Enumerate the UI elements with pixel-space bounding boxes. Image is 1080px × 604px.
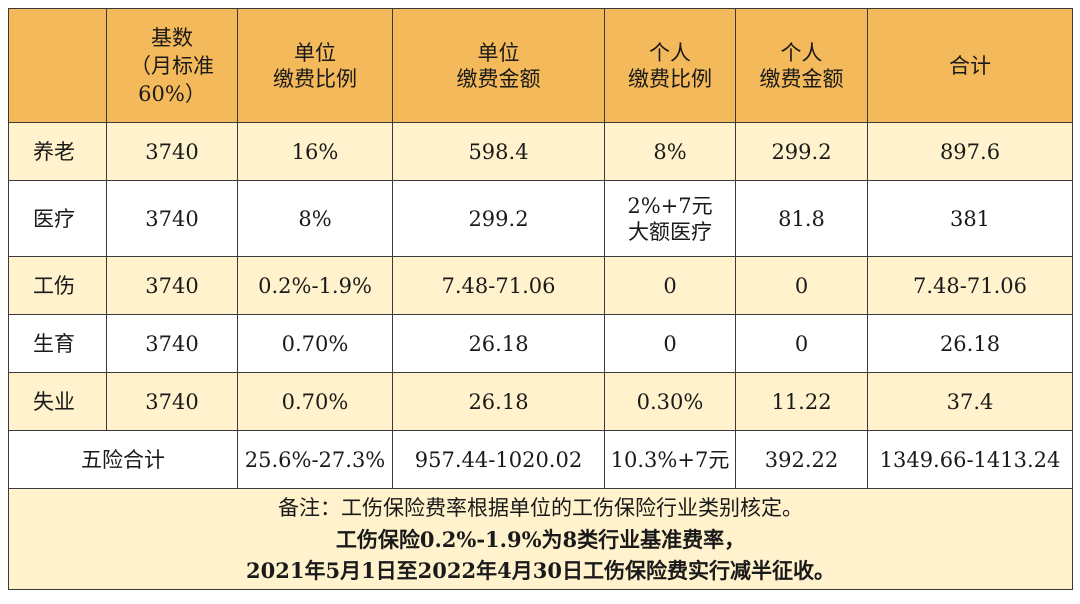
cell-personal-amount: 81.8 (735, 180, 868, 257)
column-header-line: 单位 (477, 40, 520, 65)
cell-line: 0 (663, 273, 677, 298)
column-header-line: 缴费比例 (628, 66, 712, 91)
cell-unit-rate: 0.2%-1.9% (237, 256, 393, 315)
cell-type: 医疗 (8, 180, 107, 257)
cell-line: 0.30% (636, 389, 704, 414)
cell-personal-rate: 2%+7元 大额医疗 (604, 180, 736, 257)
cell-base: 3740 (106, 256, 238, 315)
cell-personal-amount: 11.22 (735, 372, 868, 431)
column-header-line: （月标准 (130, 53, 214, 78)
cell-total: 37.4 (867, 372, 1073, 431)
table-row: 养老 3740 16% 598.4 8% 299.2 897.6 (8, 122, 1073, 181)
insurance-contribution-table: 基数 （月标准 60%） 单位 缴费比例 单位 缴费金额 个人 缴费比例 个人 缴费金额 合计 养老 3… (8, 8, 1073, 590)
cell-unit-rate: 16% (237, 122, 393, 181)
cell-personal-amount: 0 (735, 314, 868, 373)
cell-unit-amount: 299.2 (392, 180, 605, 257)
summary-personal-amount: 392.22 (735, 430, 868, 489)
cell-personal-amount: 299.2 (735, 122, 868, 181)
summary-personal-rate: 10.3%+7元 (604, 430, 736, 489)
cell-line: 0 (663, 331, 677, 356)
column-header-line: 60%） (138, 81, 206, 106)
summary-row: 五险合计 25.6%-27.3% 957.44-1020.02 10.3%+7元 392… (8, 430, 1073, 489)
cell-type: 养老 (8, 122, 107, 181)
cell-personal-rate: 0 (604, 314, 736, 373)
summary-unit-amount: 957.44-1020.02 (392, 430, 605, 489)
header-row: 基数 （月标准 60%） 单位 缴费比例 单位 缴费金额 个人 缴费比例 个人 缴费金额 合计 (8, 8, 1073, 123)
cell-unit-amount: 598.4 (392, 122, 605, 181)
note-row: 备注：工伤保险费率根据单位的工伤保险行业类别核定。 工伤保险0.2%-1.9%为… (8, 488, 1073, 590)
cell-type: 失业 (8, 372, 107, 431)
cell-personal-rate: 8% (604, 122, 736, 181)
cell-unit-amount: 26.18 (392, 372, 605, 431)
column-header-line: 缴费金额 (759, 66, 844, 91)
column-header-line: 个人 (649, 40, 691, 65)
cell-base: 3740 (106, 314, 238, 373)
column-header-line: 基数 (151, 25, 193, 50)
column-header-4: 个人 缴费比例 (604, 8, 736, 123)
cell-unit-amount: 26.18 (392, 314, 605, 373)
cell-unit-rate: 0.70% (237, 372, 393, 431)
table-row: 医疗 3740 8% 299.2 2%+7元 大额医疗 81.8 381 (8, 180, 1073, 257)
column-header-line: 缴费金额 (456, 66, 541, 91)
cell-base: 3740 (106, 180, 238, 257)
note-line-2: 工伤保险0.2%-1.9%为8类行业基准费率， (335, 526, 746, 552)
column-header-line: 个人 (780, 40, 823, 65)
summary-total: 1349.66-1413.24 (867, 430, 1073, 489)
insurance-table-container: 基数 （月标准 60%） 单位 缴费比例 单位 缴费金额 个人 缴费比例 个人 缴费金额 合计 养老 3… (8, 8, 1073, 590)
cell-personal-amount: 0 (735, 256, 868, 315)
cell-type: 工伤 (8, 256, 107, 315)
cell-total: 26.18 (867, 314, 1073, 373)
table-row: 工伤 3740 0.2%-1.9% 7.48-71.06 0 0 7.48-71.06 (8, 256, 1073, 315)
table-row: 失业 3740 0.70% 26.18 0.30% 11.22 37.4 (8, 372, 1073, 431)
table-header: 基数 （月标准 60%） 单位 缴费比例 单位 缴费金额 个人 缴费比例 个人 缴费金额 合计 (8, 8, 1073, 123)
column-header-5: 个人 缴费金额 (735, 8, 868, 123)
note-line-1: 备注：工伤保险费率根据单位的工伤保险行业类别核定。 (278, 495, 803, 520)
summary-label: 五险合计 (8, 430, 238, 489)
column-header-3: 单位 缴费金额 (392, 8, 605, 123)
cell-base: 3740 (106, 122, 238, 181)
column-header-line: 单位 (294, 40, 336, 65)
column-header-line: 缴费比例 (273, 66, 357, 91)
cell-personal-rate: 0.30% (604, 372, 736, 431)
cell-unit-amount: 7.48-71.06 (392, 256, 605, 315)
column-header-0 (8, 8, 107, 123)
note-line-3: 2021年5月1日至2022年4月30日工伤保险费实行减半征收。 (246, 557, 835, 583)
table-row: 生育 3740 0.70% 26.18 0 0 26.18 (8, 314, 1073, 373)
column-header-1: 基数 （月标准 60%） (106, 8, 238, 123)
cell-line: 8% (653, 139, 687, 164)
cell-unit-rate: 0.70% (237, 314, 393, 373)
column-header-6: 合计 (867, 8, 1073, 123)
note-cell: 备注：工伤保险费率根据单位的工伤保险行业类别核定。 工伤保险0.2%-1.9%为… (8, 488, 1073, 590)
column-header-2: 单位 缴费比例 (237, 8, 393, 123)
cell-base: 3740 (106, 372, 238, 431)
cell-type: 生育 (8, 314, 107, 373)
cell-line: 大额医疗 (628, 219, 712, 244)
summary-unit-rate: 25.6%-27.3% (237, 430, 393, 489)
cell-total: 897.6 (867, 122, 1073, 181)
table-body: 养老 3740 16% 598.4 8% 299.2 897.6 医疗 3740 8% 299.2 2… (8, 122, 1073, 489)
cell-line: 2%+7元 (627, 193, 713, 218)
column-header-line: 合计 (949, 53, 991, 78)
cell-personal-rate: 0 (604, 256, 736, 315)
cell-unit-rate: 8% (237, 180, 393, 257)
cell-total: 7.48-71.06 (867, 256, 1073, 315)
cell-total: 381 (867, 180, 1073, 257)
